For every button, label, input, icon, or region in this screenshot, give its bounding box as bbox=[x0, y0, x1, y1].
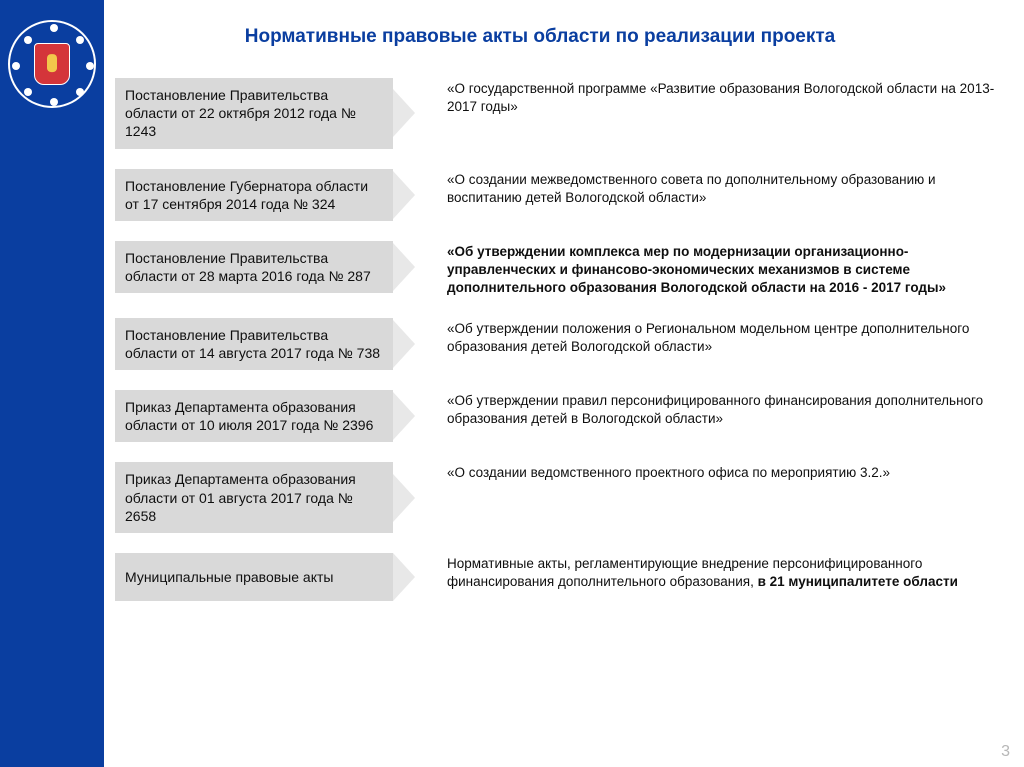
document-row: Приказ Департамента образования области … bbox=[115, 390, 1010, 442]
document-reference: Приказ Департамента образования области … bbox=[115, 462, 393, 533]
page-title: Нормативные правовые акты области по реа… bbox=[155, 26, 925, 48]
document-reference: Постановление Губернатора области от 17 … bbox=[115, 169, 393, 221]
arrow-right-icon bbox=[393, 474, 417, 522]
document-reference: Приказ Департамента образования области … bbox=[115, 390, 393, 442]
content-list: Постановление Правительства области от 2… bbox=[115, 78, 1010, 621]
document-row: Постановление Правительства области от 2… bbox=[115, 241, 1010, 298]
document-description: Нормативные акты, регламентирующие внедр… bbox=[417, 553, 1010, 591]
document-reference: Постановление Правительства области от 2… bbox=[115, 78, 393, 149]
arrow-right-icon bbox=[393, 553, 417, 601]
document-row: Постановление Губернатора области от 17 … bbox=[115, 169, 1010, 221]
region-emblem-icon bbox=[8, 20, 96, 108]
document-description: «О создании ведомственного проектного оф… bbox=[417, 462, 1010, 482]
shield-icon bbox=[34, 43, 70, 85]
arrow-right-icon bbox=[393, 392, 417, 440]
arrow-right-icon bbox=[393, 320, 417, 368]
document-description: «О создании межведомственного совета по … bbox=[417, 169, 1010, 207]
document-description: «Об утверждении комплекса мер по модерни… bbox=[417, 241, 1010, 298]
document-row: Постановление Правительства области от 2… bbox=[115, 78, 1010, 149]
document-reference: Постановление Правительства области от 1… bbox=[115, 318, 393, 370]
document-description: «О государственной программе «Развитие о… bbox=[417, 78, 1010, 116]
arrow-right-icon bbox=[393, 171, 417, 219]
sidebar bbox=[0, 0, 104, 767]
document-reference: Постановление Правительства области от 2… bbox=[115, 241, 393, 293]
document-description: «Об утверждении положения о Региональном… bbox=[417, 318, 1010, 356]
document-row: Приказ Департамента образования области … bbox=[115, 462, 1010, 533]
arrow-right-icon bbox=[393, 243, 417, 291]
document-description: «Об утверждении правил персонифицированн… bbox=[417, 390, 1010, 428]
arrow-right-icon bbox=[393, 89, 417, 137]
document-reference: Муниципальные правовые акты bbox=[115, 553, 393, 601]
document-row: Муниципальные правовые акты Нормативные а… bbox=[115, 553, 1010, 601]
document-row: Постановление Правительства области от 1… bbox=[115, 318, 1010, 370]
page-number: 3 bbox=[1001, 743, 1010, 761]
